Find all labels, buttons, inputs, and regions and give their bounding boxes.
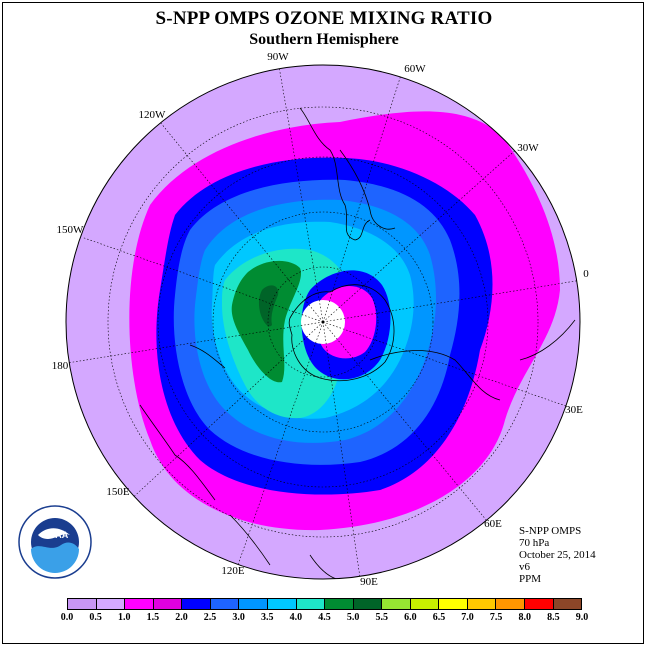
- colorbar: [67, 598, 582, 610]
- map-title: S-NPP OMPS OZONE MIXING RATIO: [155, 8, 493, 29]
- colorbar-swatch-17: [553, 599, 582, 609]
- colorbar-swatch-13: [439, 599, 468, 609]
- colorbar-tick-label: 1.5: [146, 612, 160, 623]
- lon-label-30e: 30E: [565, 404, 583, 416]
- colorbar-tick-label: 2.0: [175, 612, 188, 623]
- lon-label-180: 180: [51, 360, 69, 372]
- colorbar-swatch-3: [153, 599, 183, 609]
- graticule: [68, 68, 577, 577]
- colorbar-tick-label: 5.0: [346, 612, 360, 623]
- colorbar-tick-label: 4.5: [318, 612, 331, 623]
- lon-label-60e: 60E: [484, 518, 502, 530]
- lon-label-150w: 150W: [56, 224, 84, 236]
- colorbar-tick-label: 3.0: [232, 612, 245, 623]
- lon-label-60w: 60W: [404, 63, 426, 75]
- info-date: October 25, 2014: [519, 549, 596, 561]
- colorbar-swatch-7: [267, 599, 297, 609]
- colorbar-swatch-15: [496, 599, 525, 609]
- info-units: PPM: [519, 573, 542, 585]
- colorbar-swatch-9: [325, 599, 354, 609]
- globe-outline: [65, 64, 581, 580]
- lon-label-0: 0: [583, 268, 589, 280]
- colorbar-tick-label: 6.0: [404, 612, 417, 623]
- logo-text: NOAA: [42, 530, 69, 540]
- lon-label-30w: 30W: [517, 142, 539, 154]
- colorbar-tick-label: 5.5: [375, 612, 388, 623]
- colorbar-swatch-11: [382, 599, 411, 609]
- colorbar-tick-label: 8.0: [518, 612, 532, 623]
- info-version: v6: [519, 561, 530, 573]
- colorbar-ticks: 0.0 0.5 1.0 1.5 2.0 2.5 3.0 3.5 4.0 4.5 5.0 5.5 6.0 6…: [0, 612, 648, 626]
- lon-label-120e: 120E: [221, 565, 245, 577]
- colorbar-swatch-16: [525, 599, 554, 609]
- colorbar-tick-label: 8.5: [547, 612, 560, 623]
- colorbar-swatch-10: [353, 599, 383, 609]
- colorbar-swatch-2: [125, 599, 154, 609]
- colorbar-swatch-8: [296, 599, 326, 609]
- colorbar-tick-label: 2.5: [203, 612, 217, 623]
- lon-label-120w: 120W: [138, 109, 166, 121]
- colorbar-swatch-14: [467, 599, 497, 609]
- colorbar-tick-label: 1.0: [117, 612, 131, 623]
- lon-label-150e: 150E: [106, 486, 130, 498]
- map-subtitle: Southern Hemisphere: [249, 31, 399, 48]
- pole-marker: [321, 320, 325, 324]
- colorbar-tick-label: 3.5: [261, 612, 274, 623]
- colorbar-tick-label: 4.0: [289, 612, 303, 623]
- lon-label-90w: 90W: [267, 51, 289, 63]
- colorbar-tick-label: 7.0: [461, 612, 474, 623]
- coastlines: [139, 107, 576, 579]
- info-block: S-NPP OMPS 70 hPa October 25, 2014 v6 PP…: [519, 525, 596, 585]
- colorbar-swatch-6: [239, 599, 268, 609]
- colorbar-tick-label: 0.5: [89, 612, 102, 623]
- ozone-band-4.5-5.0: [258, 285, 279, 327]
- lon-label-90e: 90E: [360, 576, 378, 588]
- colorbar-tick-label: 6.5: [432, 612, 446, 623]
- colorbar-swatch-4: [182, 599, 211, 609]
- colorbar-tick-label: 0.0: [60, 612, 74, 623]
- colorbar-swatch-5: [210, 599, 240, 609]
- colorbar-tick-label: 7.5: [489, 612, 503, 623]
- noaa-logo: NOAA: [18, 505, 92, 579]
- info-level: 70 hPa: [519, 537, 550, 549]
- colorbar-swatch-0: [68, 599, 97, 609]
- info-instrument: S-NPP OMPS: [519, 525, 582, 537]
- colorbar-tick-label: 9.0: [575, 612, 589, 623]
- colorbar-swatch-1: [96, 599, 126, 609]
- colorbar-swatch-12: [410, 599, 440, 609]
